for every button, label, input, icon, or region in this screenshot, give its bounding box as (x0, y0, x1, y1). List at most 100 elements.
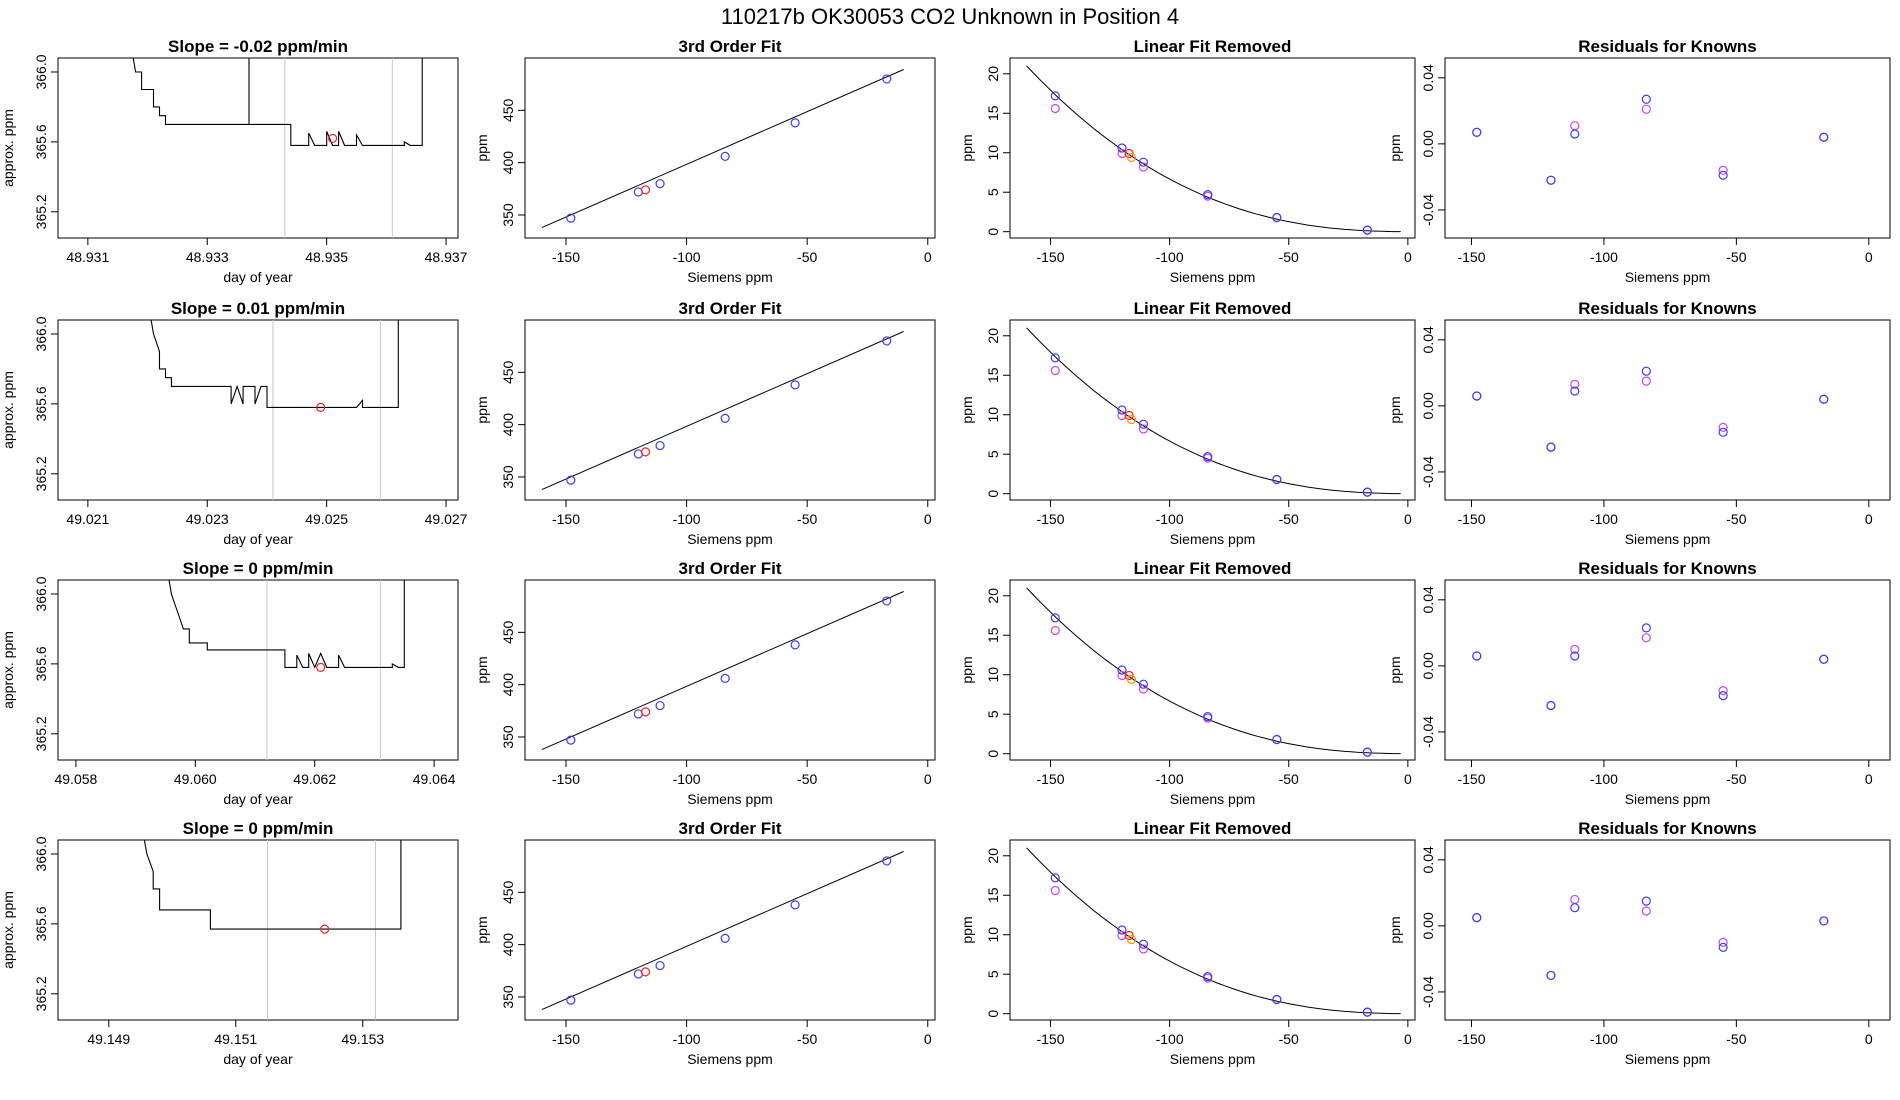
concentration-trace (143, 840, 402, 930)
siemens-axis-tick-label: -150 (1457, 511, 1485, 527)
siemens-axis-tick-label: -100 (1156, 249, 1184, 265)
siemens-axis-axis-label: Siemens ppm (1170, 531, 1256, 547)
unknown-mean-point (316, 402, 326, 412)
ppm-axis-tick-label: -0.04 (1420, 456, 1436, 488)
ppm-axis-tick-label: 15 (985, 105, 1001, 121)
ppm-axis-tick-label: 0.00 (1420, 392, 1436, 419)
known-standard-point (655, 440, 665, 451)
ppm-axis-axis-label: ppm (1387, 396, 1403, 423)
approx-ppm-axis-axis-label: approx. ppm (0, 371, 16, 449)
siemens-axis-tick-label: -100 (673, 249, 701, 265)
siemens-axis-tick-label: -100 (1590, 771, 1618, 787)
siemens-axis-tick-label: -50 (797, 1031, 817, 1047)
siemens-axis-tick-label: -100 (673, 511, 701, 527)
siemens-axis-tick-label: -150 (552, 249, 580, 265)
unknown-fit-point (640, 185, 651, 195)
known-point (1117, 405, 1127, 415)
siemens-axis-tick-label: 0 (1865, 249, 1873, 265)
siemens-axis-tick-label: -150 (552, 511, 580, 527)
residual-alt-point (1718, 165, 1728, 175)
concentration-trace (168, 580, 405, 669)
residual-point (1718, 690, 1728, 701)
known-point (1138, 157, 1149, 167)
fit-title: 3rd Order Fit (679, 819, 782, 838)
known-standard-point (655, 960, 665, 971)
linear-removed-plot-frame (1009, 839, 1416, 1021)
approx-ppm-axis-tick-label: 366.0 (33, 316, 49, 351)
known-standard-point (882, 856, 892, 866)
linear-removed-title: Linear Fit Removed (1134, 559, 1292, 578)
known-point (1362, 225, 1372, 235)
residual-point (1641, 896, 1651, 906)
siemens-axis-tick-label: -100 (673, 771, 701, 787)
residual-point (1546, 175, 1556, 185)
fit-plot-frame (524, 839, 936, 1021)
known-alt-point (1117, 410, 1127, 421)
concentration-trace (150, 320, 399, 408)
siemens-axis-tick-label: -100 (1590, 249, 1618, 265)
unknown-alt-point (1126, 934, 1137, 945)
residual-point (1472, 127, 1482, 137)
linear-removed-plot-frame (1009, 579, 1416, 761)
ppm-axis-tick-label: 15 (985, 887, 1001, 903)
known-point (1117, 925, 1127, 935)
residual-point (1641, 623, 1651, 633)
fit-title: 3rd Order Fit (679, 299, 782, 318)
siemens-axis-tick-label: 0 (1865, 771, 1873, 787)
siemens-axis-tick-label: -150 (1036, 1031, 1064, 1047)
residual-alt-point (1570, 644, 1580, 654)
ppm-axis-tick-label: 0.04 (1420, 846, 1436, 873)
ppm-axis-tick-label: 0.04 (1420, 64, 1436, 91)
day-axis-tick-label: 49.060 (174, 771, 217, 787)
approx-ppm-axis-tick-label: 365.2 (33, 716, 49, 751)
day-axis-tick-label: 48.931 (66, 249, 109, 265)
ppm-axis-tick-label: 5 (985, 188, 1001, 196)
ppm-axis-tick-label: 0 (985, 750, 1001, 758)
known-point (1362, 1007, 1372, 1017)
residual-curve (1026, 587, 1401, 755)
residual-point (1819, 394, 1829, 404)
fit-plot-frame (524, 579, 936, 761)
known-standard-point (882, 336, 892, 346)
day-axis-tick-label: 49.064 (413, 771, 456, 787)
known-alt-point (1117, 930, 1127, 941)
siemens-axis-tick-label: -50 (797, 511, 817, 527)
day-axis-tick-label: 49.021 (66, 511, 109, 527)
unknown-alt-point (1126, 414, 1137, 425)
approx-ppm-axis-tick-label: 365.6 (33, 124, 49, 159)
known-alt-point (1050, 625, 1060, 636)
known-standard-point (566, 475, 576, 485)
known-standard-point (566, 995, 576, 1005)
siemens-axis-axis-label: Siemens ppm (1170, 1051, 1256, 1067)
day-axis-tick-label: 49.027 (425, 511, 468, 527)
known-standard-point (790, 380, 800, 390)
known-point (1203, 711, 1213, 722)
fit-curve (541, 591, 904, 750)
known-point (1272, 212, 1282, 223)
siemens-axis-tick-label: -100 (1156, 771, 1184, 787)
day-axis-tick-label: 49.058 (54, 771, 97, 787)
siemens-axis-tick-label: -150 (1457, 1031, 1485, 1047)
residual-point (1570, 386, 1580, 396)
siemens-axis-axis-label: Siemens ppm (1170, 791, 1256, 807)
slope-title: Slope = 0.01 ppm/min (171, 299, 345, 318)
known-standard-point (566, 735, 576, 745)
ppm-axis-tick-label: 400 (500, 933, 516, 957)
approx-ppm-axis-tick-label: 365.2 (33, 456, 49, 491)
ppm-axis-axis-label: ppm (959, 656, 975, 683)
ppm-axis-tick-label: 0.04 (1420, 586, 1436, 613)
fit-plot-frame (524, 57, 936, 239)
known-alt-point (1117, 148, 1127, 159)
known-standard-point (790, 900, 800, 910)
ppm-axis-tick-label: 400 (500, 413, 516, 437)
ppm-axis-tick-label: 5 (985, 970, 1001, 978)
residual-alt-point (1570, 379, 1580, 390)
day-axis-tick-label: 49.151 (214, 1031, 257, 1047)
siemens-axis-tick-label: -100 (1156, 511, 1184, 527)
day-axis-tick-label: 49.023 (186, 511, 229, 527)
residuals-plot-frame (1444, 57, 1891, 239)
residuals-title: Residuals for Knowns (1578, 559, 1757, 578)
ppm-axis-tick-label: 10 (985, 145, 1001, 161)
ppm-axis-axis-label: ppm (959, 396, 975, 423)
